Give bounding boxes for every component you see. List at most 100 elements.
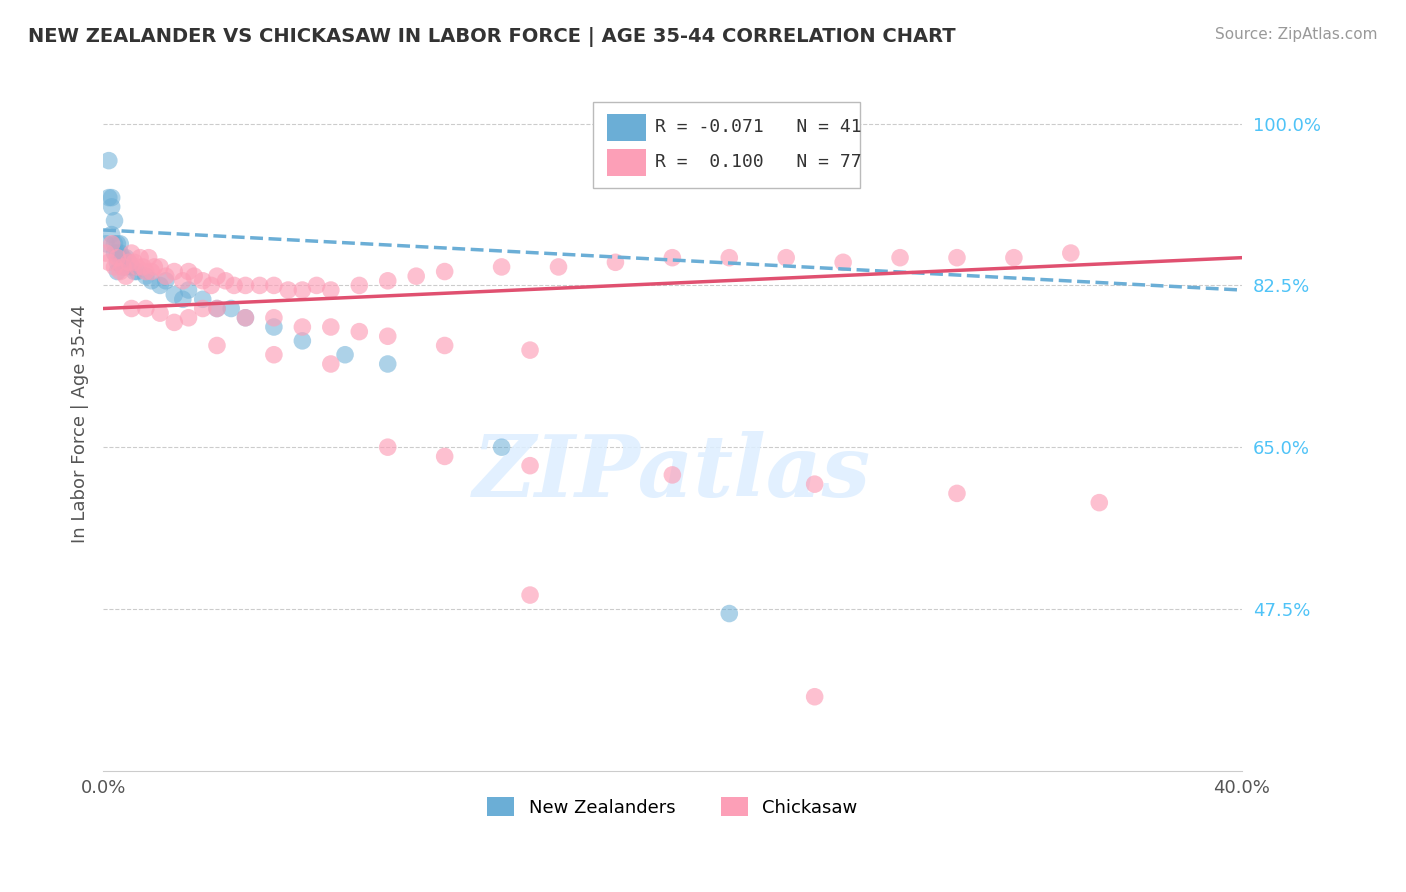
Point <box>305 278 328 293</box>
Point <box>105 246 128 260</box>
Point <box>138 251 160 265</box>
FancyBboxPatch shape <box>607 149 647 176</box>
Point <box>97 191 120 205</box>
Point <box>163 315 186 329</box>
Legend: New Zealanders, Chickasaw: New Zealanders, Chickasaw <box>479 790 865 824</box>
Point <box>718 607 741 621</box>
Point <box>183 269 205 284</box>
Point <box>291 283 314 297</box>
Point <box>191 301 214 316</box>
Point <box>132 260 155 274</box>
Point <box>249 278 271 293</box>
Point <box>946 251 969 265</box>
Point <box>121 301 143 316</box>
Text: ZIPatlas: ZIPatlas <box>474 431 872 515</box>
Point <box>97 255 120 269</box>
Point <box>127 260 149 274</box>
Point <box>94 236 117 251</box>
Point <box>349 278 371 293</box>
Point <box>319 320 342 334</box>
Point <box>97 153 120 168</box>
Point <box>124 264 146 278</box>
Point <box>149 260 172 274</box>
Point <box>112 260 135 274</box>
Point <box>263 278 285 293</box>
Point <box>405 269 427 284</box>
Point <box>177 264 200 278</box>
Point <box>149 306 172 320</box>
Point <box>105 255 128 269</box>
Text: Source: ZipAtlas.com: Source: ZipAtlas.com <box>1215 27 1378 42</box>
Point <box>235 310 257 325</box>
Point <box>100 191 122 205</box>
Point <box>177 283 200 297</box>
Point <box>205 338 228 352</box>
Point <box>141 274 163 288</box>
Point <box>118 255 141 269</box>
Point <box>263 320 285 334</box>
Point <box>105 251 128 265</box>
Point <box>100 227 122 242</box>
Point <box>377 357 399 371</box>
Point <box>115 251 138 265</box>
Point <box>547 260 569 274</box>
Point <box>100 236 122 251</box>
Point <box>519 458 541 473</box>
Point <box>118 255 141 269</box>
Point <box>519 343 541 358</box>
Point <box>803 477 825 491</box>
Point <box>155 274 177 288</box>
Point <box>1088 495 1111 509</box>
Point <box>141 264 163 278</box>
Point <box>1002 251 1025 265</box>
Point <box>124 255 146 269</box>
Point <box>491 440 513 454</box>
Point <box>235 310 257 325</box>
Point <box>172 274 194 288</box>
FancyBboxPatch shape <box>607 114 647 141</box>
Point <box>1060 246 1083 260</box>
Point <box>94 246 117 260</box>
Point <box>661 467 683 482</box>
Point <box>103 213 125 227</box>
Point <box>115 260 138 274</box>
Point <box>155 269 177 284</box>
Point <box>121 260 143 274</box>
Point <box>718 251 741 265</box>
Point <box>319 357 342 371</box>
Point <box>112 251 135 265</box>
Point <box>291 320 314 334</box>
Point <box>108 251 131 265</box>
Point <box>832 255 855 269</box>
Point <box>191 293 214 307</box>
Point <box>100 200 122 214</box>
Point <box>291 334 314 348</box>
Y-axis label: In Labor Force | Age 35-44: In Labor Force | Age 35-44 <box>72 305 89 543</box>
Point <box>205 269 228 284</box>
Point <box>103 246 125 260</box>
Point <box>377 274 399 288</box>
Point <box>263 310 285 325</box>
Point <box>108 236 131 251</box>
Point <box>333 348 356 362</box>
Point <box>214 274 236 288</box>
Point <box>219 301 242 316</box>
Text: R =  0.100   N = 77: R = 0.100 N = 77 <box>655 153 862 171</box>
Point <box>205 301 228 316</box>
Point <box>105 236 128 251</box>
Point <box>946 486 969 500</box>
Point <box>129 251 152 265</box>
FancyBboxPatch shape <box>593 102 860 188</box>
Point <box>200 278 222 293</box>
Text: R = -0.071   N = 41: R = -0.071 N = 41 <box>655 119 862 136</box>
Point <box>191 274 214 288</box>
Point <box>105 264 128 278</box>
Point <box>163 287 186 301</box>
Point <box>135 269 157 284</box>
Point <box>433 450 456 464</box>
Point <box>135 301 157 316</box>
Point <box>433 338 456 352</box>
Point <box>163 264 186 278</box>
Point <box>661 251 683 265</box>
Point <box>349 325 371 339</box>
